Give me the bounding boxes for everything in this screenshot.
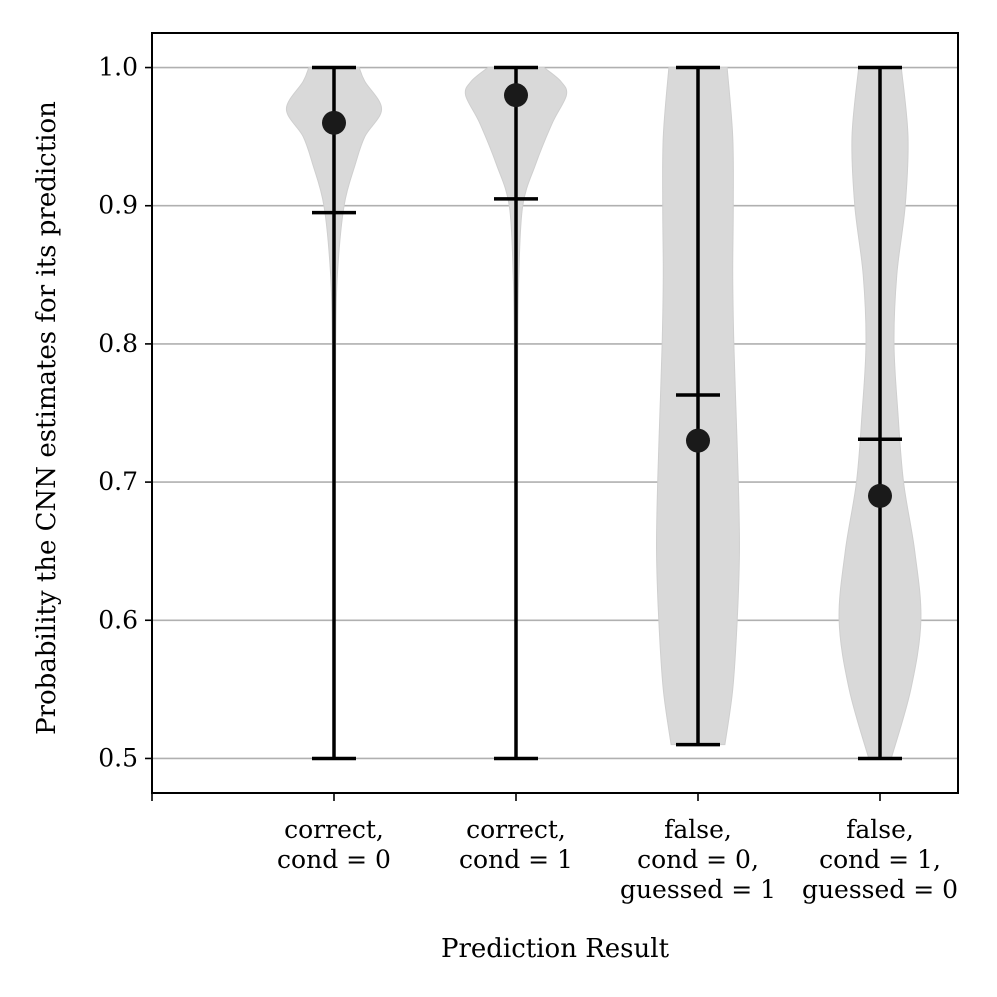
median-point <box>322 110 346 135</box>
y-tick-label: 0.8 <box>98 329 138 358</box>
x-tick-label-line: correct, <box>466 815 566 844</box>
x-tick-label-line: cond = 1 <box>459 845 573 874</box>
y-tick-label: 0.7 <box>98 467 138 496</box>
plot-area-frame <box>151 32 959 794</box>
y-axis-ticks: 0.5 0.6 0.7 0.8 0.9 1.0 <box>98 53 152 772</box>
x-tick-label: false, cond = 0, guessed = 1 <box>620 815 776 904</box>
x-tick-label: correct, cond = 1 <box>459 815 573 874</box>
x-tick-label-line: guessed = 1 <box>620 875 776 904</box>
median-points <box>322 83 892 508</box>
x-tick-label-line: guessed = 0 <box>802 875 958 904</box>
x-tick-label-line: cond = 1, <box>819 845 941 874</box>
x-axis-label: Prediction Result <box>441 934 670 964</box>
x-tick-label-line: cond = 0, <box>637 845 759 874</box>
x-tick-label-line: false, <box>664 815 732 844</box>
y-tick-label: 0.6 <box>98 605 138 634</box>
x-tick-label-line: correct, <box>284 815 384 844</box>
y-tick-label: 0.9 <box>98 191 138 220</box>
y-axis-label: Probability the CNN estimates for its pr… <box>32 101 62 735</box>
x-tick-label: correct, cond = 0 <box>277 815 391 874</box>
median-point <box>868 483 892 508</box>
whiskers <box>312 65 902 761</box>
y-tick-label: 0.5 <box>98 743 138 772</box>
x-tick-label-line: cond = 0 <box>277 845 391 874</box>
x-tick-label-line: false, <box>846 815 914 844</box>
median-point <box>504 83 528 108</box>
y-tick-label: 1.0 <box>98 53 138 82</box>
gridlines <box>152 66 958 760</box>
x-tick-label: false, cond = 1, guessed = 0 <box>802 815 958 904</box>
median-point <box>686 428 710 453</box>
